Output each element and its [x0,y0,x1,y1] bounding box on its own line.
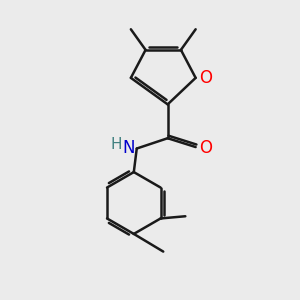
Text: O: O [200,69,212,87]
Text: H: H [110,137,122,152]
Text: O: O [199,139,212,157]
Text: N: N [123,139,135,157]
